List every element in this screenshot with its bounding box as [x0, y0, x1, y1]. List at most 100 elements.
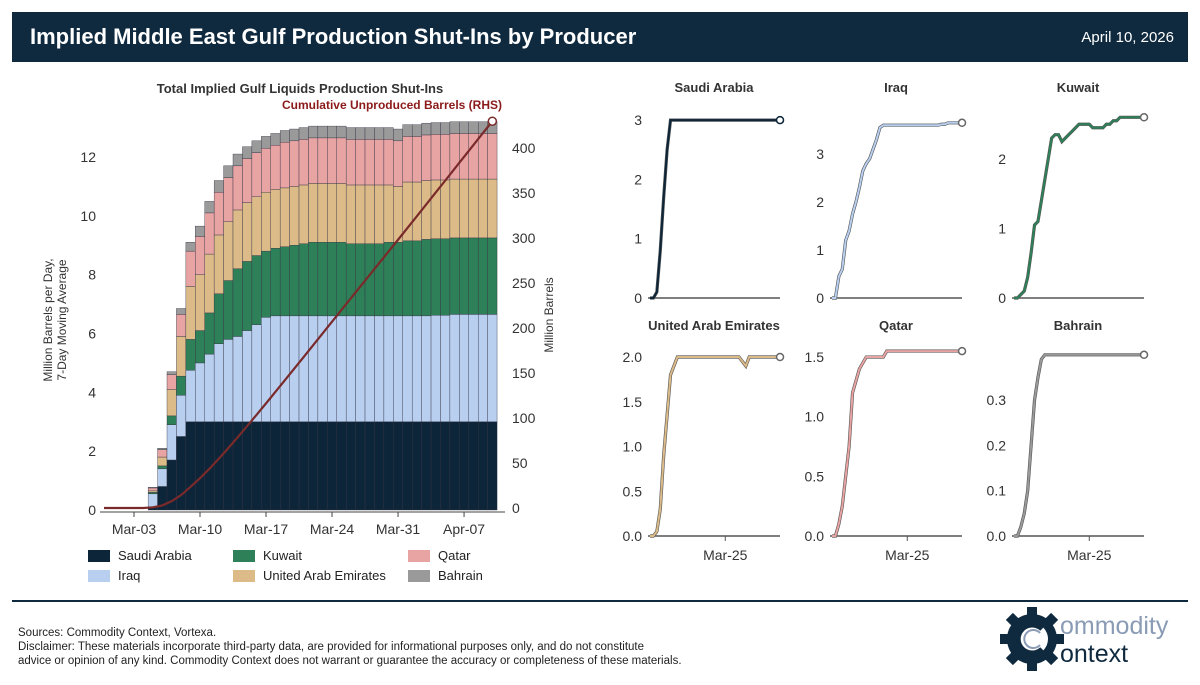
legend-label: Bahrain [438, 568, 483, 583]
bar-iraq [374, 315, 385, 422]
bar-bahrain [298, 127, 309, 140]
bar-kuwait [411, 240, 422, 317]
bar-saudi-arabia [449, 421, 460, 511]
bar-united-arab-emirates [289, 186, 300, 246]
charts-svg: Total Implied Gulf Liquids Production Sh… [41, 80, 1149, 563]
bar-qatar [223, 177, 234, 222]
bar-kuwait [166, 415, 177, 425]
svg-text:ommodity: ommodity [1060, 612, 1169, 640]
bar-iraq [440, 315, 451, 422]
svg-text:ontext: ontext [1060, 640, 1128, 668]
panel-endpoint-marker [1139, 113, 1149, 122]
y-tick-label: 2 [88, 443, 96, 459]
bar-iraq [383, 315, 394, 422]
sources-text: Sources: Commodity Context, Vortexa. [18, 627, 217, 639]
panel-y-tick-label: 1.5 [623, 394, 643, 410]
footer-text: Sources: Commodity Context, Vortexa. Dis… [18, 626, 682, 668]
panel-y-tick-label: 3 [816, 146, 824, 162]
bar-qatar [166, 374, 177, 390]
footer-divider [12, 600, 1188, 602]
x-tick-label: Mar-17 [244, 521, 289, 537]
panel-y-tick-label: 0 [998, 290, 1006, 306]
page-title: Implied Middle East Gulf Production Shut… [30, 24, 637, 49]
bar-saudi-arabia [279, 421, 290, 511]
bar-iraq [251, 324, 262, 422]
bar-qatar [336, 137, 347, 184]
bar-qatar [355, 139, 366, 186]
bar-iraq [487, 314, 498, 422]
bar-united-arab-emirates [279, 187, 290, 247]
x-tick-label: Mar-31 [376, 521, 421, 537]
bar-saudi-arabia [440, 421, 451, 511]
y2-tick-label: 50 [512, 455, 528, 471]
bar-saudi-arabia [468, 421, 479, 511]
bar-united-arab-emirates [166, 389, 177, 417]
bar-kuwait [213, 293, 224, 344]
bar-qatar [374, 139, 385, 186]
panel-title: Bahrain [1054, 318, 1102, 333]
panel-y-tick-label: 0 [816, 290, 824, 306]
bar-kuwait [468, 237, 479, 315]
bar-qatar [147, 487, 158, 492]
legend-item: Bahrain [408, 568, 483, 583]
bar-bahrain [232, 153, 243, 167]
panel-y-tick-label: 1.0 [805, 409, 825, 425]
bar-iraq [242, 330, 253, 422]
bar-qatar [411, 136, 422, 183]
bar-saudi-arabia [185, 421, 196, 511]
bar-saudi-arabia [317, 421, 328, 511]
bar-qatar [176, 314, 187, 337]
panel-y-tick-label: 0 [634, 290, 642, 306]
bar-qatar [383, 139, 394, 186]
bar-united-arab-emirates [336, 183, 347, 243]
bar-bahrain [176, 308, 187, 315]
gear-icon [1000, 607, 1064, 671]
bar-bahrain [157, 448, 168, 450]
bar-bahrain [317, 125, 328, 139]
bar-bahrain [402, 124, 413, 137]
x-tick-label: Mar-24 [310, 521, 355, 537]
legend-item: Kuwait [233, 548, 302, 563]
panel-line-outline [1014, 353, 1145, 538]
panel-y-tick-label: 1.5 [805, 349, 825, 365]
bar-united-arab-emirates [374, 184, 385, 244]
bar-saudi-arabia [459, 421, 469, 511]
panel-endpoint-marker [957, 346, 967, 356]
bar-bahrain [242, 146, 253, 159]
header-bar: Implied Middle East Gulf Production Shut… [12, 12, 1188, 62]
bar-iraq [166, 424, 177, 461]
bar-bahrain [374, 127, 385, 140]
bar-bahrain [364, 127, 375, 140]
bar-iraq [204, 353, 215, 422]
bar-kuwait [308, 242, 319, 317]
panel-line [832, 350, 963, 537]
bar-iraq [477, 314, 488, 422]
y-tick-label: 4 [88, 384, 96, 400]
legend-swatch [408, 549, 430, 562]
panel-y-tick-label: 0.1 [987, 483, 1007, 499]
bar-united-arab-emirates [440, 179, 451, 239]
disclaimer-line-2: advice or opinion of any kind. Commodity… [18, 655, 682, 667]
panel-endpoint-marker [775, 352, 785, 362]
panel-y-tick-label: 0.2 [987, 437, 1007, 453]
panel-line-outline [832, 349, 963, 538]
bar-united-arab-emirates [308, 183, 319, 243]
bar-iraq [327, 315, 337, 422]
bar-kuwait [487, 237, 498, 315]
bar-saudi-arabia [308, 421, 319, 511]
bar-kuwait [374, 243, 385, 317]
bar-saudi-arabia [355, 421, 366, 511]
bar-united-arab-emirates [355, 184, 366, 244]
bar-qatar [242, 158, 253, 203]
bar-iraq [355, 315, 366, 422]
main-chart-title: Total Implied Gulf Liquids Production Sh… [157, 81, 443, 96]
bar-kuwait [383, 242, 394, 317]
bar-kuwait [176, 375, 187, 396]
disclaimer-line-1: Disclaimer: These materials incorporate … [18, 641, 645, 653]
panel-y-tick-label: 2.0 [623, 349, 643, 365]
bar-iraq [345, 315, 356, 422]
bar-united-arab-emirates [327, 183, 337, 243]
bar-iraq [185, 370, 196, 422]
bar-kuwait [242, 261, 253, 331]
bar-kuwait [261, 250, 271, 318]
